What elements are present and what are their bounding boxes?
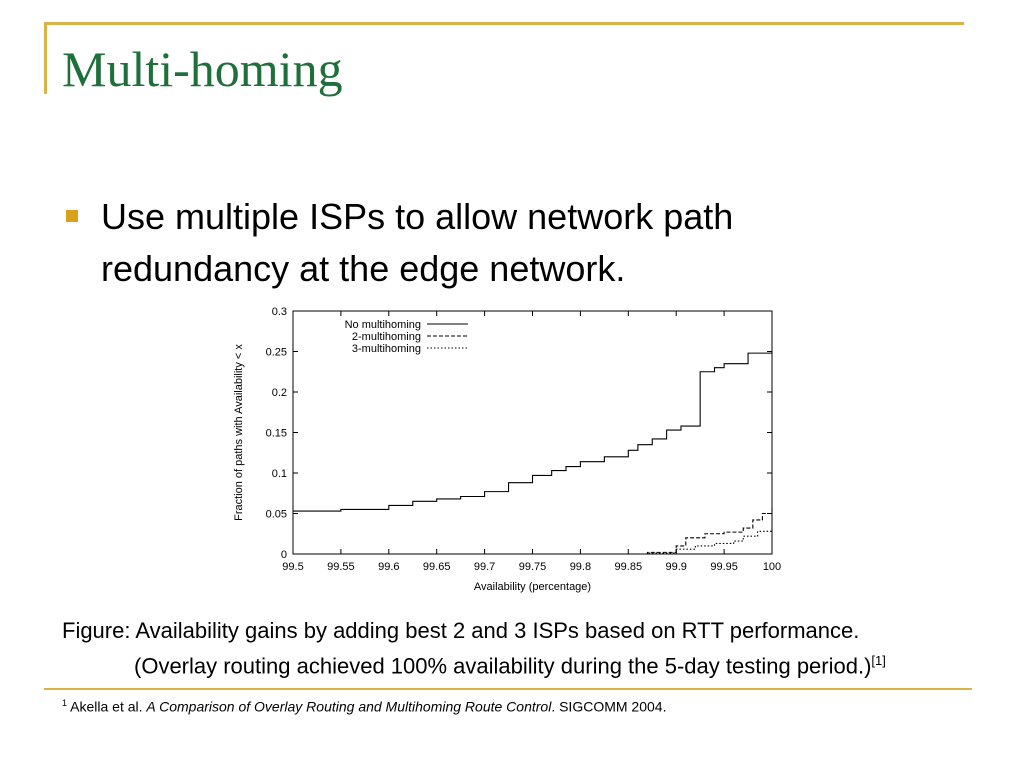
x-tick-label: 99.75	[519, 561, 547, 573]
title-accent-bar	[44, 22, 47, 94]
caption-reference: [1]	[871, 653, 886, 668]
figure-caption: Figure: Availability gains by adding bes…	[62, 616, 1012, 681]
x-tick-label: 99.65	[423, 561, 451, 573]
x-axis-label: Availability (percentage)	[474, 581, 591, 593]
x-tick-label: 99.8	[570, 561, 591, 573]
availability-chart: 99.5 99.55 99.6 99.65 99.7 99.75 99.8 99.85 99.9…	[233, 306, 781, 593]
footnote-divider	[44, 688, 972, 690]
footnote-mark: 1	[62, 698, 68, 708]
x-tick-label: 99.95	[710, 561, 738, 573]
caption-line-1: Figure: Availability gains by adding bes…	[62, 618, 860, 643]
legend-label: 2-multihoming	[352, 331, 421, 343]
series-line-no-multihoming	[293, 351, 773, 512]
x-tick-label: 99.9	[665, 561, 686, 573]
y-tick-label: 0.2	[272, 387, 287, 399]
footnote-authors: Akella et al.	[67, 698, 147, 715]
y-axis-label: Fraction of paths with Availability < x	[233, 344, 245, 521]
x-tick-label: 99.85	[615, 561, 643, 573]
legend-label: No multihoming	[345, 319, 421, 331]
footnote-paper-title: A Comparison of Overlay Routing and Mult…	[146, 698, 552, 715]
y-tick-label: 0.3	[272, 306, 287, 318]
slide-title: Multi-homing	[62, 41, 343, 97]
x-tick-label: 99.6	[378, 561, 399, 573]
footnote: 1 Akella et al. A Comparison of Overlay …	[62, 698, 666, 715]
y-tick-label: 0.05	[266, 509, 287, 521]
x-tick-label: 99.5	[282, 561, 303, 573]
caption-line-2-text: (Overlay routing achieved 100% availabil…	[134, 653, 872, 679]
series-line-2-multihoming	[628, 507, 773, 555]
y-tick-label: 0.25	[266, 347, 287, 359]
series-line-3-multihoming	[628, 528, 773, 555]
footnote-venue: . SIGCOMM 2004.	[551, 698, 667, 715]
y-tick-label: 0.1	[272, 468, 287, 480]
legend-label: 3-multihoming	[352, 343, 421, 355]
bullet-text: Use multiple ISPs to allow network path …	[101, 196, 734, 289]
bullet-marker	[66, 210, 78, 222]
caption-line-2: (Overlay routing achieved 100% availabil…	[62, 646, 1012, 681]
y-tick-label: 0	[281, 549, 287, 561]
x-tick-label: 99.7	[474, 561, 495, 573]
title-accent-line	[44, 22, 964, 25]
x-tick-label: 99.55	[327, 561, 355, 573]
y-tick-label: 0.15	[266, 428, 287, 440]
x-tick-label: 100	[763, 561, 781, 573]
